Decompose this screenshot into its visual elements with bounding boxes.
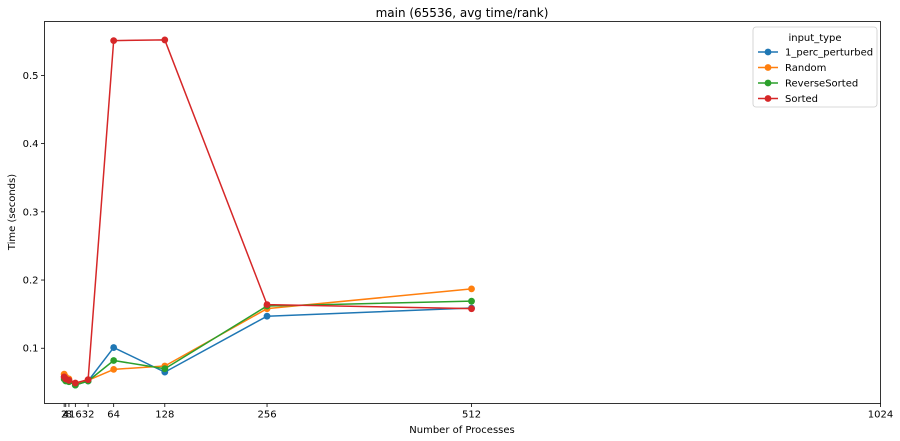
x-tick-label: 512 <box>462 410 481 421</box>
series-line <box>63 39 472 384</box>
data-point <box>263 312 271 320</box>
data-point <box>65 376 73 384</box>
series-sorted <box>60 36 475 387</box>
y-tick-label: 0.1 <box>23 344 39 355</box>
series-random <box>60 285 475 388</box>
legend-entry-label: ReverseSorted <box>785 79 858 90</box>
data-point <box>110 357 118 364</box>
x-tick-label: 256 <box>257 410 276 421</box>
data-point <box>161 36 169 44</box>
plot-area <box>60 36 475 389</box>
data-point <box>110 365 118 373</box>
x-tick-label: 2 <box>61 410 67 421</box>
x-tick-label: 64 <box>107 410 120 421</box>
legend-marker <box>764 64 772 71</box>
y-tick-label: 0.3 <box>23 207 39 218</box>
data-point <box>110 344 118 351</box>
x-tick-label: 32 <box>82 410 95 421</box>
y-tick-label: 0.4 <box>23 139 39 150</box>
x-tick-label: 128 <box>155 410 174 421</box>
data-point <box>468 285 475 293</box>
legend-entry-label: 1_perc_perturbed <box>785 48 873 59</box>
x-tick-label: 1024 <box>868 410 893 421</box>
data-point <box>468 305 475 313</box>
series-1-perc-perturbed <box>60 304 475 389</box>
y-tick-label: 0.2 <box>23 276 39 287</box>
legend-title: input_type <box>788 33 841 44</box>
data-point <box>263 301 271 308</box>
y-axis: 0.1 0.2 0.3 0.4 0.5 <box>23 71 45 355</box>
data-point <box>110 37 118 44</box>
legend: input_type 1_perc_perturbed Random Reverse… <box>752 26 878 108</box>
plot-frame <box>44 21 881 404</box>
legend-entry-label: Sorted <box>785 94 818 105</box>
x-tick-label: 16 <box>69 410 82 421</box>
legend-marker <box>764 79 772 87</box>
x-tick-label: 4 <box>63 410 69 421</box>
series-line <box>63 307 472 386</box>
legend-marker <box>764 95 772 102</box>
chart-title: main (65536, avg time/rank) <box>376 6 549 20</box>
x-axis-label: Number of Processes <box>409 425 514 436</box>
data-point <box>161 365 169 373</box>
y-axis-label: Time (seconds) <box>7 174 18 251</box>
x-tick-label: 8 <box>66 410 72 421</box>
legend-marker <box>764 48 772 56</box>
data-point <box>84 376 92 384</box>
y-tick-label: 0.5 <box>23 71 39 82</box>
data-point <box>71 379 79 387</box>
data-point <box>468 297 475 305</box>
legend-box <box>752 26 878 108</box>
legend-entry-label: Random <box>785 63 826 74</box>
